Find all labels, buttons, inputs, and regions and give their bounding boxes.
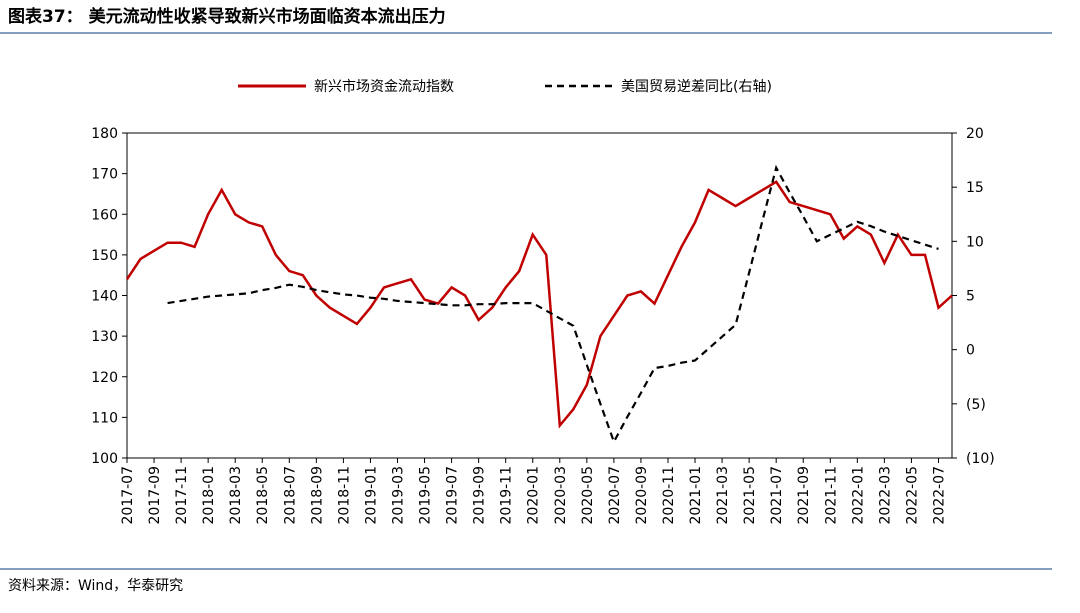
x-tick-label: 2019-09 [472, 466, 488, 525]
y-tick-label: 100 [91, 451, 118, 467]
plot-frame [126, 132, 953, 459]
y-tick-label: 160 [91, 207, 118, 223]
x-tick-label: 2020-03 [553, 466, 569, 525]
y2-tick-label: 10 [966, 234, 984, 250]
y2-tick-label: 0 [966, 343, 975, 359]
x-tick-label: 2022-01 [850, 466, 866, 525]
y-tick-label: 140 [91, 289, 118, 305]
x-tick-label: 2018-01 [201, 466, 217, 525]
y-tick-label: 110 [91, 410, 118, 426]
x-tick-label: 2018-03 [228, 466, 244, 525]
x-tick-label: 2021-09 [796, 466, 812, 525]
y2-tick-label: 15 [966, 180, 984, 196]
x-tick-label: 2020-09 [634, 466, 650, 525]
x-tick-label: 2021-03 [715, 466, 731, 525]
figure-title: 图表37： 美元流动性收紧导致新兴市场面临资本流出压力 [8, 6, 446, 27]
x-tick-label: 2018-05 [255, 466, 271, 525]
x-tick-label: 2020-01 [526, 466, 542, 525]
x-tick-label: 2021-11 [823, 466, 839, 525]
y2-tick-label: (5) [966, 397, 986, 413]
x-tick-label: 2018-11 [336, 466, 352, 525]
x-tick-label: 2017-09 [147, 466, 163, 525]
x-tick-label: 2021-01 [688, 466, 704, 525]
x-tick-label: 2020-05 [580, 466, 596, 525]
x-tick-label: 2017-11 [174, 466, 190, 525]
source: 资料来源：Wind，华泰研究 [8, 578, 183, 594]
series-line [125, 180, 953, 429]
y-tick-label: 150 [91, 248, 118, 264]
x-tick-label: 2019-07 [445, 466, 461, 525]
legend-label: 美国贸易逆差同比(右轴) [621, 79, 772, 95]
y-tick-label: 170 [91, 167, 118, 183]
legend-label: 新兴市场资金流动指数 [314, 78, 454, 95]
x-tick-label: 2019-05 [418, 466, 434, 525]
x-tick-label: 2022-05 [904, 466, 920, 525]
y2-tick-label: (10) [966, 451, 995, 467]
x-tick-label: 2017-07 [120, 466, 136, 525]
x-tick-label: 2020-11 [661, 466, 677, 525]
x-tick-label: 2018-09 [309, 466, 325, 525]
x-tick-label: 2019-01 [363, 466, 379, 525]
x-tick-label: 2021-05 [742, 466, 758, 525]
x-tick-label: 2022-07 [931, 466, 947, 525]
y-tick-label: 120 [91, 370, 118, 386]
y2-tick-label: 20 [966, 126, 984, 142]
x-tick-label: 2021-07 [769, 466, 785, 525]
series-line [167, 164, 939, 445]
x-tick-label: 2018-07 [282, 466, 298, 525]
y-tick-label: 130 [91, 329, 118, 345]
x-tick-label: 2020-07 [607, 466, 623, 525]
y-tick-label: 180 [91, 126, 118, 142]
y2-tick-label: 5 [966, 289, 975, 305]
x-tick-label: 2019-03 [390, 466, 406, 525]
x-tick-label: 2022-03 [877, 466, 893, 525]
x-tick-label: 2019-11 [499, 466, 515, 525]
